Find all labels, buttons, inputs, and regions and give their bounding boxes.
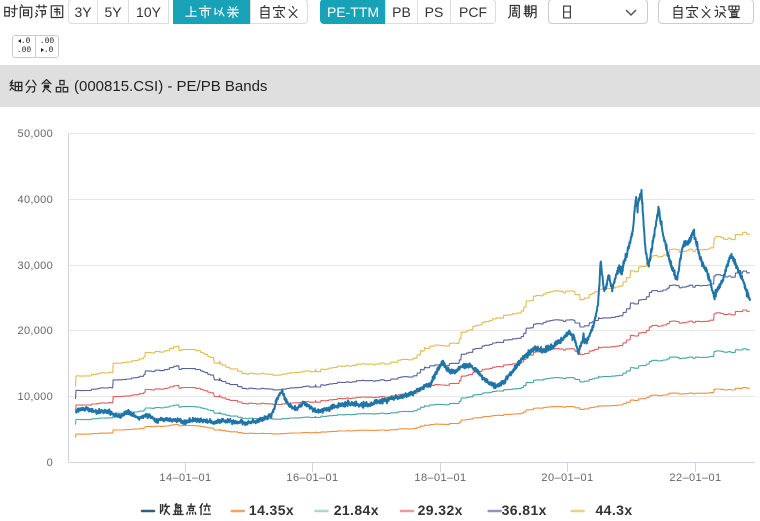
svg-text:18–01–01: 18–01–01 bbox=[414, 472, 466, 484]
svg-text:36.81x: 36.81x bbox=[502, 502, 547, 518]
svg-text:22–01–01: 22–01–01 bbox=[669, 472, 721, 484]
svg-text:0: 0 bbox=[47, 457, 53, 469]
svg-text:14–01–01: 14–01–01 bbox=[159, 472, 211, 484]
svg-text:40,000: 40,000 bbox=[18, 194, 53, 206]
svg-text:30,000: 30,000 bbox=[18, 260, 53, 272]
svg-text:20,000: 20,000 bbox=[18, 325, 53, 337]
svg-text:14.35x: 14.35x bbox=[249, 502, 294, 518]
svg-text:10,000: 10,000 bbox=[18, 391, 53, 403]
svg-text:20–01–01: 20–01–01 bbox=[541, 472, 593, 484]
svg-text:21.84x: 21.84x bbox=[334, 502, 379, 518]
svg-text:29.32x: 29.32x bbox=[418, 502, 463, 518]
svg-text:50,000: 50,000 bbox=[18, 128, 53, 140]
svg-text:44.3x: 44.3x bbox=[596, 502, 633, 518]
svg-text:16–01–01: 16–01–01 bbox=[286, 472, 338, 484]
